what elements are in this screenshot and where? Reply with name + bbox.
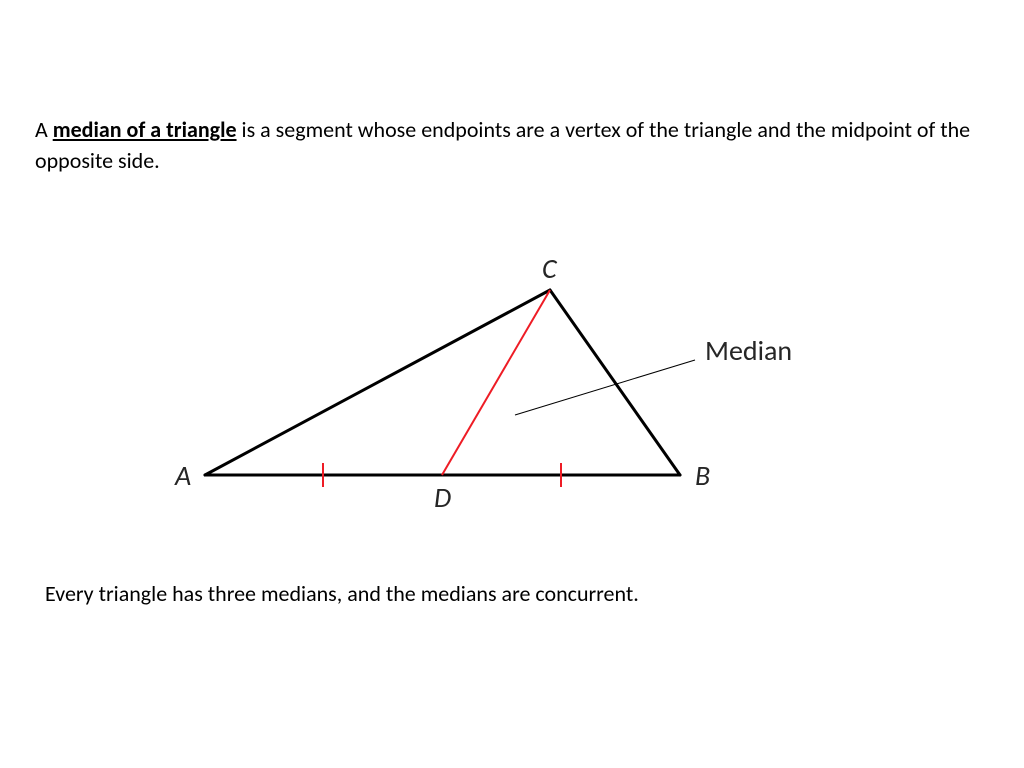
definition-term: median of a triangle: [53, 116, 237, 143]
definition-text: A median of a triangle is a segment whos…: [35, 115, 984, 177]
annotation-label: Median: [705, 333, 792, 368]
vertex-labels: A B C D: [174, 260, 710, 515]
median-diagram: A B C D Median: [150, 260, 850, 540]
svg-text:D: D: [434, 480, 451, 515]
definition-prefix: A: [35, 116, 53, 143]
svg-text:Median: Median: [705, 333, 792, 368]
svg-text:C: C: [542, 260, 558, 286]
conclusion-text: Every triangle has three medians, and th…: [45, 580, 984, 607]
svg-text:B: B: [695, 458, 710, 493]
diagram-svg: A B C D Median: [150, 260, 850, 540]
triangle-edges: [205, 290, 680, 475]
svg-text:A: A: [174, 458, 191, 493]
